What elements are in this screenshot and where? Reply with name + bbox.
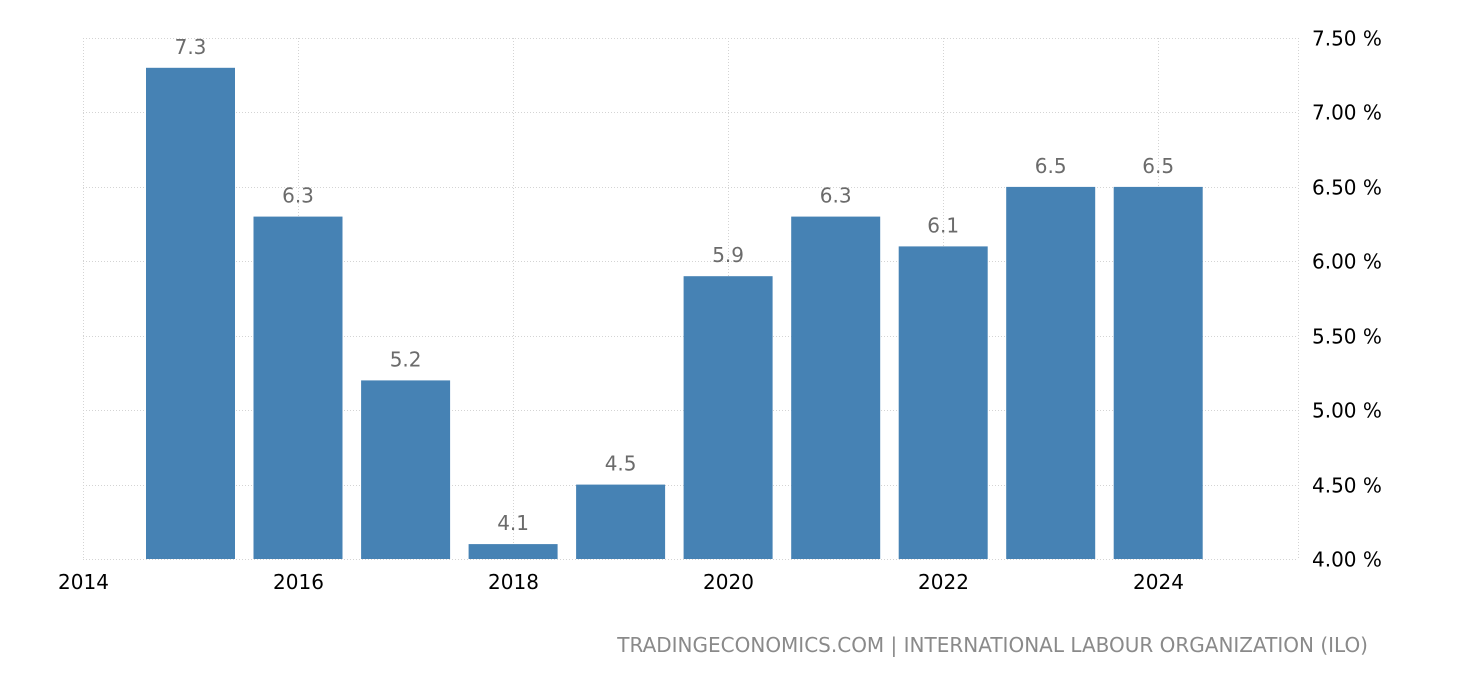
bar (576, 484, 666, 559)
bars (146, 67, 1203, 560)
bar (1113, 186, 1203, 559)
y-tick-label: 5.00 % (1312, 399, 1382, 423)
bar (791, 216, 881, 559)
y-tick-label: 7.00 % (1312, 101, 1382, 125)
bar (1006, 186, 1096, 559)
data-label: 5.2 (390, 347, 422, 371)
data-label: 6.1 (927, 213, 959, 237)
x-tick-label: 2014 (58, 570, 109, 594)
data-label: 6.5 (1035, 154, 1067, 178)
y-tick-label: 6.00 % (1312, 250, 1382, 274)
y-tick-label: 4.00 % (1312, 548, 1382, 572)
data-label: 6.3 (820, 184, 852, 208)
bar (683, 276, 773, 559)
x-tick-label: 2016 (273, 570, 324, 594)
y-tick-label: 4.50 % (1312, 474, 1382, 498)
bar (361, 380, 451, 559)
data-label: 4.5 (605, 452, 637, 476)
x-tick-label: 2024 (1133, 570, 1184, 594)
bar (468, 544, 558, 559)
y-tick-label: 6.50 % (1312, 176, 1382, 200)
x-tick-label: 2020 (703, 570, 754, 594)
y-tick-label: 7.50 % (1312, 27, 1382, 51)
data-labels: 7.3 6.3 5.2 4.1 4.5 5.9 6.3 6.1 6.5 6.5 (175, 35, 1175, 535)
x-tick-label: 2022 (918, 570, 969, 594)
source-attribution: TRADINGECONOMICS.COM | INTERNATIONAL LAB… (616, 633, 1368, 657)
y-axis: 4.00 % 4.50 % 5.00 % 5.50 % 6.00 % 6.50 % 7.00… (1312, 27, 1382, 572)
data-label: 6.3 (282, 184, 314, 208)
data-label: 6.5 (1142, 154, 1174, 178)
data-label: 5.9 (712, 243, 744, 267)
data-label: 4.1 (497, 511, 529, 535)
bar (146, 67, 235, 560)
bar (253, 216, 343, 559)
y-tick-label: 5.50 % (1312, 325, 1382, 349)
x-tick-label: 2018 (488, 570, 539, 594)
x-axis: 2014 2016 2018 2020 2022 2024 (58, 570, 1184, 594)
data-label: 7.3 (175, 35, 207, 59)
bar (898, 246, 988, 559)
